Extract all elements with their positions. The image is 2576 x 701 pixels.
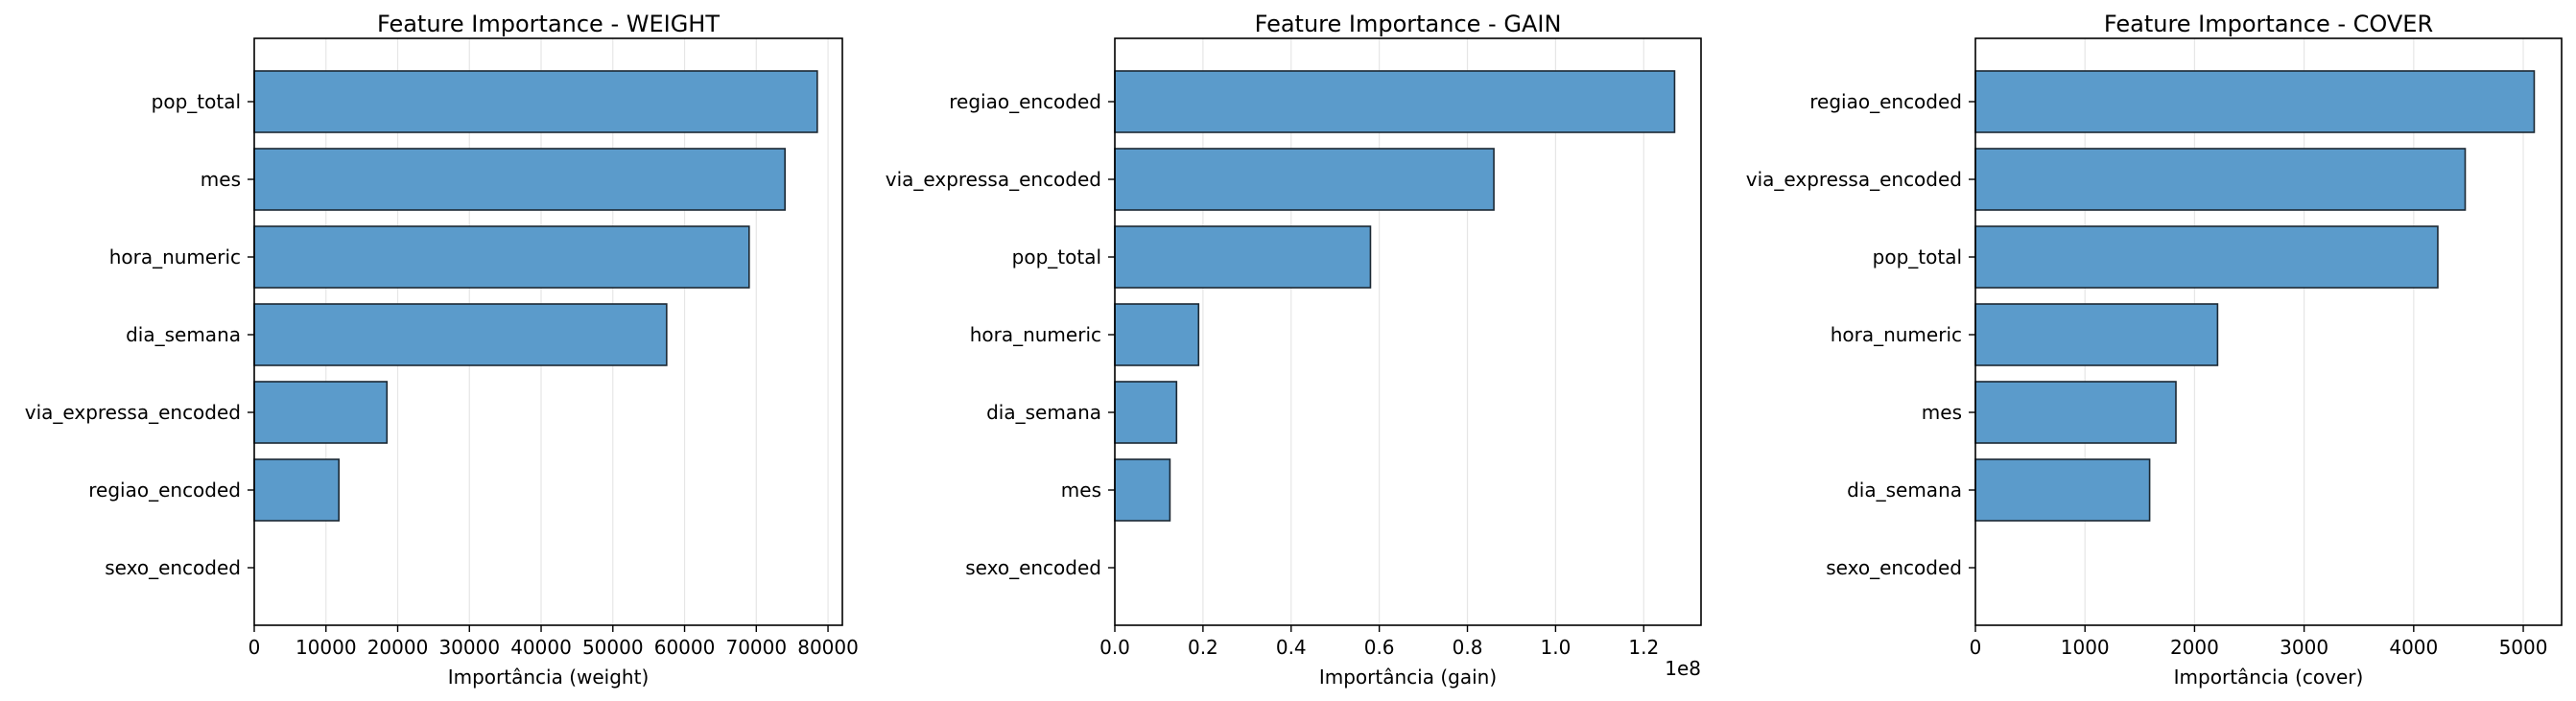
y-tick-label: mes: [201, 168, 241, 191]
y-tick-label: hora_numeric: [970, 323, 1101, 346]
x-tick-label: 30000: [438, 636, 500, 659]
bar: [253, 225, 750, 289]
bar: [253, 148, 786, 211]
x-tick-label: 10000: [295, 636, 357, 659]
x-tick-label: 1000: [2061, 636, 2110, 659]
y-tick-label: via_expressa_encoded: [886, 168, 1101, 191]
bar: [253, 458, 341, 522]
x-tick-label: 0: [248, 636, 261, 659]
bar: [253, 70, 818, 133]
bar: [253, 303, 668, 366]
x-tick-label: 0.2: [1188, 636, 1218, 659]
x-axis-label: Importância (cover): [2174, 666, 2364, 689]
bar: [1974, 458, 2151, 522]
y-tick-label: sexo_encoded: [105, 556, 241, 579]
y-tick-label: sexo_encoded: [965, 556, 1101, 579]
x-tick-label: 1.2: [1628, 636, 1659, 659]
y-tick-label: pop_total: [1873, 245, 1962, 269]
bar: [1974, 303, 2219, 366]
x-tick-label: 80000: [797, 636, 859, 659]
y-tick-label: dia_semana: [126, 323, 241, 346]
x-tick-label: 60000: [654, 636, 716, 659]
y-tick-label: pop_total: [152, 90, 241, 113]
chart-title: Feature Importance - WEIGHT: [377, 11, 720, 37]
y-tick-label: hora_numeric: [109, 245, 241, 269]
bar: [1114, 225, 1372, 289]
y-tick-label: mes: [1061, 479, 1101, 502]
x-tick-label: 3000: [2280, 636, 2328, 659]
x-tick-label: 40000: [510, 636, 572, 659]
x-tick-label: 20000: [367, 636, 429, 659]
chart-panel-2: regiao_encoded via_expressa_encoded pop_to…: [886, 11, 1702, 689]
x-tick-label: 0.6: [1364, 636, 1395, 659]
bar: [1974, 381, 2177, 444]
x-tick-label: 0.0: [1099, 636, 1130, 659]
y-tick-label: via_expressa_encoded: [1746, 168, 1962, 191]
axes-frame: [1974, 37, 2563, 626]
x-tick-label: 1.0: [1540, 636, 1571, 659]
y-tick-label: regiao_encoded: [88, 479, 241, 502]
bar: [1974, 148, 2467, 211]
x-tick-label: 50000: [582, 636, 644, 659]
x-tick-label: 2000: [2170, 636, 2219, 659]
x-axis-label: Importância (weight): [448, 666, 650, 689]
chart-panel-3: regiao_encoded via_expressa_encoded pop_to…: [1746, 11, 2563, 689]
y-tick-label: regiao_encoded: [949, 90, 1101, 113]
y-tick-label: via_expressa_encoded: [25, 401, 241, 424]
bar: [253, 381, 389, 444]
bar: [1114, 70, 1676, 133]
y-tick-label: dia_semana: [1847, 479, 1962, 502]
y-tick-label: sexo_encoded: [1826, 556, 1962, 579]
x-tick-label: 4000: [2389, 636, 2438, 659]
bar: [1974, 70, 2536, 133]
bar: [1114, 303, 1200, 366]
x-tick-label: 0.4: [1276, 636, 1307, 659]
y-tick-label: hora_numeric: [1831, 323, 1962, 346]
bar: [1114, 381, 1178, 444]
axes-frame: [253, 37, 843, 626]
y-tick-label: regiao_encoded: [1809, 90, 1962, 113]
y-tick-label: dia_semana: [986, 401, 1101, 424]
chart-title: Feature Importance - GAIN: [1255, 11, 1562, 37]
y-tick-label: mes: [1922, 401, 1962, 424]
bar: [1974, 225, 2439, 289]
bar: [1114, 148, 1495, 211]
x-tick-label: 0.8: [1453, 636, 1483, 659]
x-axis-offset-text: 1e8: [1665, 657, 1701, 680]
axes-frame: [1114, 37, 1702, 626]
x-tick-label: 0: [1970, 636, 1982, 659]
x-tick-label: 70000: [725, 636, 787, 659]
chart-title: Feature Importance - COVER: [2104, 11, 2433, 37]
x-tick-label: 5000: [2499, 636, 2548, 659]
x-axis-label: Importância (gain): [1319, 666, 1497, 689]
bar: [1114, 458, 1171, 522]
y-tick-label: pop_total: [1012, 245, 1101, 269]
